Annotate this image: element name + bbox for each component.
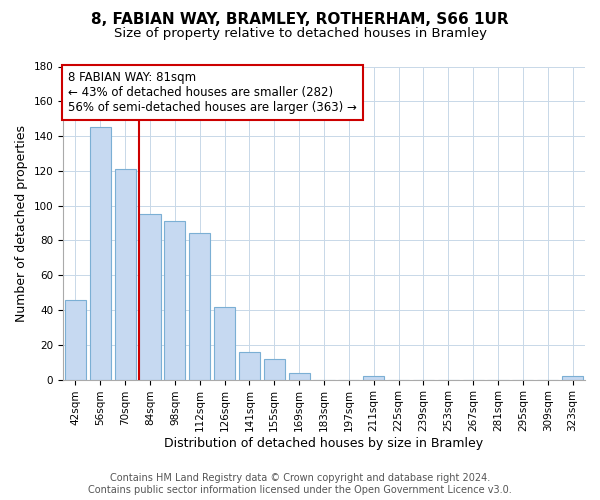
Bar: [115, 169, 136, 380]
Text: 8 FABIAN WAY: 81sqm
← 43% of detached houses are smaller (282)
56% of semi-detac: 8 FABIAN WAY: 81sqm ← 43% of detached ho…: [68, 71, 357, 114]
Text: Contains HM Land Registry data © Crown copyright and database right 2024.
Contai: Contains HM Land Registry data © Crown c…: [88, 474, 512, 495]
Bar: [164, 222, 185, 380]
Bar: [239, 352, 260, 380]
Text: Size of property relative to detached houses in Bramley: Size of property relative to detached ho…: [113, 28, 487, 40]
X-axis label: Distribution of detached houses by size in Bramley: Distribution of detached houses by size …: [164, 437, 484, 450]
Bar: [139, 214, 161, 380]
Bar: [65, 300, 86, 380]
Bar: [214, 306, 235, 380]
Bar: [90, 128, 111, 380]
Text: 8, FABIAN WAY, BRAMLEY, ROTHERHAM, S66 1UR: 8, FABIAN WAY, BRAMLEY, ROTHERHAM, S66 1…: [91, 12, 509, 28]
Bar: [562, 376, 583, 380]
Bar: [189, 234, 210, 380]
Bar: [289, 372, 310, 380]
Bar: [363, 376, 384, 380]
Bar: [264, 358, 285, 380]
Y-axis label: Number of detached properties: Number of detached properties: [15, 124, 28, 322]
